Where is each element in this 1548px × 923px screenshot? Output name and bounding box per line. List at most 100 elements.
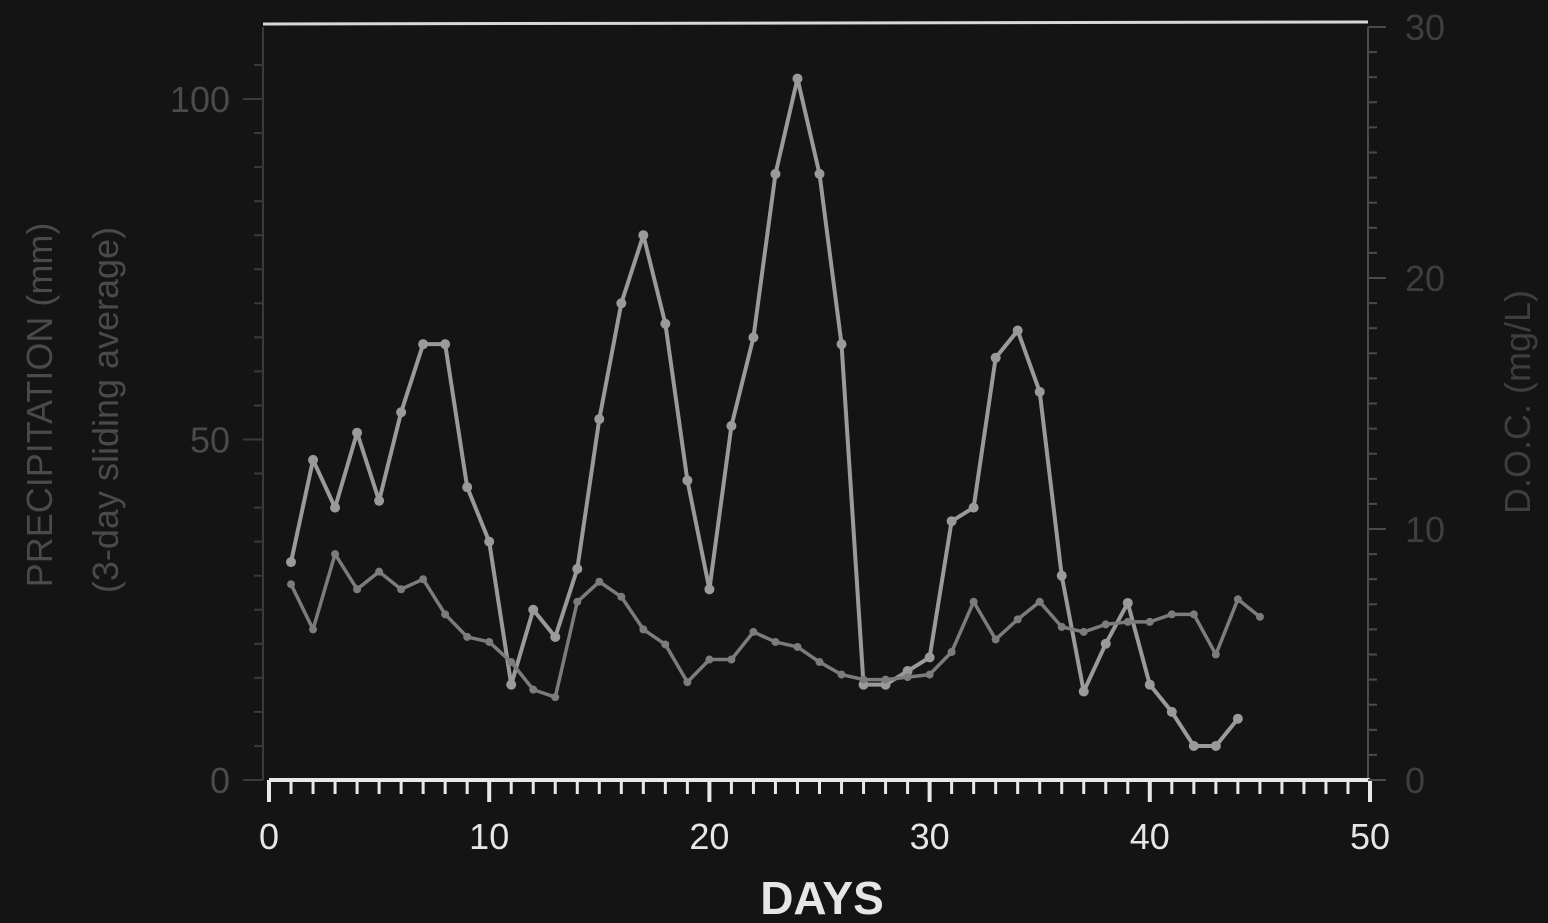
precipitation-point (374, 495, 385, 506)
precipitation-point (726, 420, 737, 431)
precipitation-point (418, 339, 429, 350)
doc-point (397, 585, 406, 594)
doc-point (859, 675, 868, 684)
doc-point (1167, 610, 1176, 619)
precipitation-point (396, 407, 407, 418)
precipitation-point (1232, 713, 1243, 724)
doc-point (925, 670, 934, 679)
precipitation-point (352, 427, 363, 438)
precipitation-point (1056, 570, 1067, 581)
y-axis-title-line1: PRECIPITATION (mm) (19, 223, 60, 588)
doc-point (309, 625, 318, 634)
doc-point (1101, 620, 1110, 629)
series-line-precipitation (289, 76, 1240, 748)
precipitation-point (990, 352, 1001, 363)
doc-point (815, 658, 824, 667)
precipitation-point (286, 557, 297, 568)
precipitation-point (550, 631, 561, 642)
precipitation-point (616, 298, 627, 309)
precipitation-point (1188, 740, 1199, 751)
doc-point (749, 627, 758, 636)
precipitation-point (814, 168, 825, 179)
precipitation-point (1012, 325, 1023, 336)
y2-tick-label: 10 (1405, 509, 1445, 550)
doc-point (1079, 627, 1088, 636)
precipitation-point (1210, 740, 1221, 751)
doc-point (419, 575, 428, 584)
doc-point (331, 550, 340, 559)
doc-point (287, 580, 296, 589)
doc-point (837, 670, 846, 679)
x-axis-title: DAYS (760, 872, 884, 923)
precipitation-point (308, 454, 319, 465)
precipitation-point (1122, 597, 1133, 608)
doc-point (727, 655, 736, 664)
precipitation-point (946, 516, 957, 527)
y-tick-label: 50 (190, 420, 230, 461)
precipitation-point (330, 502, 341, 513)
precipitation-point (594, 414, 605, 425)
doc-point (551, 693, 560, 702)
y-tick-label: 0 (210, 760, 230, 801)
precipitation-point (462, 482, 473, 493)
precipitation-point (704, 584, 715, 595)
doc-point (353, 585, 362, 594)
precipitation-point (902, 666, 913, 677)
precipitation-point (484, 536, 495, 547)
doc-point (1189, 610, 1198, 619)
precipitation-point (528, 604, 539, 615)
doc-point (1123, 617, 1132, 626)
doc-point (1057, 622, 1066, 631)
x-tick-label: 10 (469, 816, 509, 857)
doc-point (947, 647, 956, 656)
doc-point (1211, 650, 1220, 659)
y-axis-title-line2: (3-day sliding average) (85, 227, 126, 593)
doc-point (617, 592, 626, 601)
precipitation-point (1034, 386, 1045, 397)
doc-point (661, 640, 670, 649)
doc-point (485, 637, 494, 646)
doc-point (507, 658, 516, 667)
precipitation-point (1144, 679, 1155, 690)
doc-point (1233, 595, 1242, 604)
precipitation-point (924, 652, 935, 663)
x-tick-label: 0 (259, 816, 279, 857)
doc-point (375, 567, 384, 576)
y2-tick-label: 30 (1405, 7, 1445, 48)
precipitation-point (660, 318, 671, 329)
doc-point (1255, 612, 1264, 621)
precipitation-point (836, 339, 847, 350)
precipitation-point (770, 168, 781, 179)
x-tick-label: 50 (1350, 816, 1390, 857)
y2-axis-title: D.O.C. (mg/L) (1497, 290, 1538, 514)
precipitation-point (572, 563, 583, 574)
series-layer (286, 73, 1264, 751)
precipitation-point (748, 332, 759, 343)
frame-top-line (262, 20, 1369, 26)
doc-point (463, 632, 472, 641)
y2-tick-label: 0 (1405, 760, 1425, 801)
doc-point (991, 635, 1000, 644)
doc-point (1013, 615, 1022, 624)
precipitation-point (440, 339, 451, 350)
precipitation-point (792, 73, 803, 84)
x-tick-label: 30 (910, 816, 950, 857)
doc-point (441, 610, 450, 619)
doc-point (881, 675, 890, 684)
doc-point (595, 577, 604, 586)
y-tick-label: 100 (170, 79, 230, 120)
doc-point (529, 685, 538, 694)
precipitation-point (968, 502, 979, 513)
doc-point (1145, 617, 1154, 626)
doc-point (793, 642, 802, 651)
precipitation-point (1100, 638, 1111, 649)
doc-point (969, 597, 978, 606)
precipitation-point (1166, 706, 1177, 717)
doc-point (1035, 597, 1044, 606)
x-tick-label: 20 (689, 816, 729, 857)
precipitation-point (1078, 686, 1089, 697)
precipitation-point (682, 475, 693, 486)
doc-point (705, 655, 714, 664)
doc-point (573, 597, 582, 606)
